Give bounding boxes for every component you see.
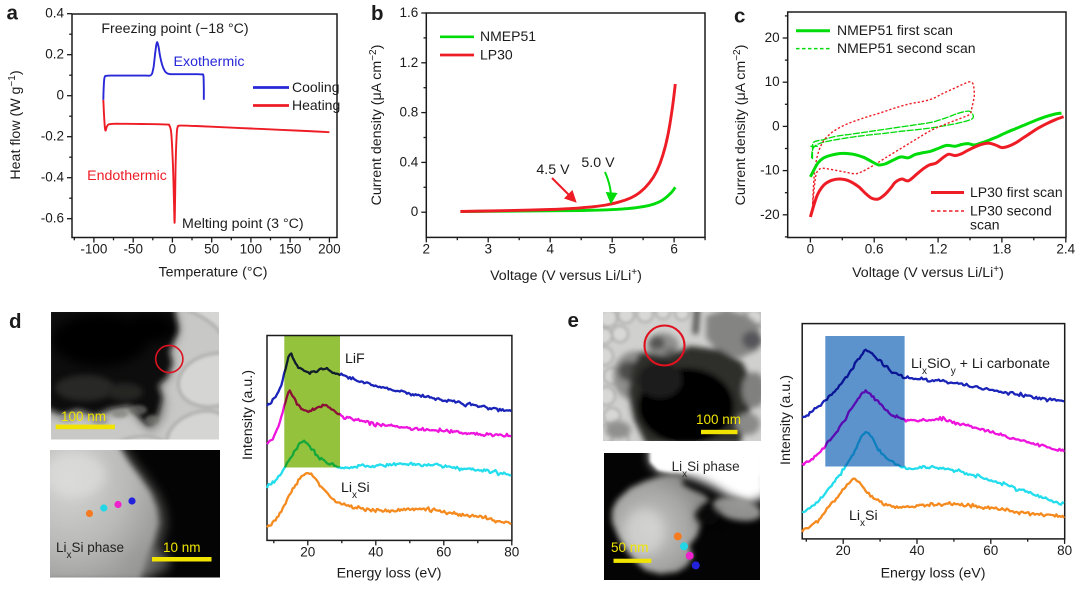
svg-text:2.4: 2.4 xyxy=(1056,242,1075,257)
svg-text:6: 6 xyxy=(670,241,678,256)
svg-text:3: 3 xyxy=(484,241,492,256)
svg-text:Freezing point (−18 °C): Freezing point (−18 °C) xyxy=(101,21,248,37)
svg-text:80: 80 xyxy=(504,544,519,559)
svg-text:NMEP51: NMEP51 xyxy=(480,28,536,44)
svg-text:-0.6: -0.6 xyxy=(41,211,64,226)
svg-text:1.8: 1.8 xyxy=(993,242,1012,257)
svg-text:0: 0 xyxy=(411,204,419,219)
svg-text:1.2: 1.2 xyxy=(929,242,948,257)
svg-text:Cooling: Cooling xyxy=(292,79,339,95)
svg-text:-100: -100 xyxy=(80,242,107,257)
svg-text:50 nm: 50 nm xyxy=(611,540,649,555)
svg-text:200: 200 xyxy=(318,242,341,257)
svg-text:e: e xyxy=(568,309,579,332)
svg-text:LiF: LiF xyxy=(345,351,365,367)
svg-text:0: 0 xyxy=(56,88,64,103)
svg-text:LP30: LP30 xyxy=(480,47,513,63)
svg-text:Temperature (°C): Temperature (°C) xyxy=(159,265,268,281)
svg-text:-0.4: -0.4 xyxy=(41,170,65,185)
svg-text:LP30 second: LP30 second xyxy=(970,203,1052,219)
svg-text:100 nm: 100 nm xyxy=(61,409,106,424)
svg-text:4.5 V: 4.5 V xyxy=(536,162,570,178)
svg-text:60: 60 xyxy=(983,543,998,558)
svg-text:20: 20 xyxy=(300,544,315,559)
svg-text:100 nm: 100 nm xyxy=(696,412,741,427)
svg-text:Endothermic: Endothermic xyxy=(87,168,167,184)
svg-text:-20: -20 xyxy=(760,207,780,222)
svg-text:1.2: 1.2 xyxy=(400,55,419,70)
svg-text:4: 4 xyxy=(546,241,554,256)
svg-text:2: 2 xyxy=(423,241,431,256)
svg-text:Exothermic: Exothermic xyxy=(174,54,245,70)
svg-text:0: 0 xyxy=(807,242,815,257)
svg-text:10: 10 xyxy=(765,74,780,89)
svg-text:20: 20 xyxy=(765,30,780,45)
svg-text:a: a xyxy=(7,2,19,25)
svg-text:scan: scan xyxy=(970,217,1000,233)
svg-text:b: b xyxy=(371,2,384,25)
svg-text:20: 20 xyxy=(836,543,851,558)
svg-text:Energy loss (eV): Energy loss (eV) xyxy=(881,566,986,582)
svg-text:5.0 V: 5.0 V xyxy=(581,155,615,171)
svg-text:0: 0 xyxy=(772,118,780,133)
svg-text:100: 100 xyxy=(240,242,263,257)
svg-text:Melting point (3 °C): Melting point (3 °C) xyxy=(182,216,304,232)
svg-text:150: 150 xyxy=(279,242,302,257)
svg-text:Heat flow (W g−1): Heat flow (W g−1) xyxy=(7,70,25,179)
svg-text:NMEP51 second scan: NMEP51 second scan xyxy=(837,40,976,56)
svg-text:Heating: Heating xyxy=(292,97,340,113)
svg-text:-10: -10 xyxy=(760,163,780,178)
svg-text:NMEP51 first scan: NMEP51 first scan xyxy=(837,22,953,38)
svg-text:Voltage (V versus Li/Li+): Voltage (V versus Li/Li+) xyxy=(852,264,1004,282)
svg-text:1.6: 1.6 xyxy=(400,5,419,20)
svg-text:LixSiOy + Li carbonate: LixSiOy + Li carbonate xyxy=(911,356,1050,377)
svg-text:40: 40 xyxy=(909,543,924,558)
svg-text:Intensity (a.u.): Intensity (a.u.) xyxy=(778,375,794,465)
svg-text:5: 5 xyxy=(608,241,616,256)
svg-text:d: d xyxy=(9,310,22,333)
svg-text:0.6: 0.6 xyxy=(865,242,884,257)
svg-text:0.4: 0.4 xyxy=(45,6,64,21)
svg-text:60: 60 xyxy=(436,544,451,559)
svg-text:40: 40 xyxy=(368,544,383,559)
svg-text:50: 50 xyxy=(204,242,219,257)
svg-text:0.4: 0.4 xyxy=(400,154,419,169)
svg-text:0.2: 0.2 xyxy=(45,47,64,62)
svg-text:Energy loss (eV): Energy loss (eV) xyxy=(337,566,442,582)
svg-text:0: 0 xyxy=(169,242,177,257)
svg-text:c: c xyxy=(734,5,745,28)
svg-text:LixSi: LixSi xyxy=(849,508,878,529)
svg-text:-0.2: -0.2 xyxy=(41,129,64,144)
svg-text:Current density (μA cm−2): Current density (μA cm−2) xyxy=(732,45,750,206)
svg-text:-50: -50 xyxy=(123,242,143,257)
svg-text:Voltage (V versus Li/Li+): Voltage (V versus Li/Li+) xyxy=(490,267,642,285)
svg-text:0.8: 0.8 xyxy=(400,105,419,120)
svg-text:Intensity (a.u.): Intensity (a.u.) xyxy=(240,370,256,460)
svg-text:LixSi: LixSi xyxy=(341,480,370,501)
svg-text:Current density (μA cm−2): Current density (μA cm−2) xyxy=(368,45,386,206)
svg-text:LP30 first scan: LP30 first scan xyxy=(970,184,1063,200)
svg-text:80: 80 xyxy=(1057,543,1072,558)
svg-text:10 nm: 10 nm xyxy=(163,540,201,555)
